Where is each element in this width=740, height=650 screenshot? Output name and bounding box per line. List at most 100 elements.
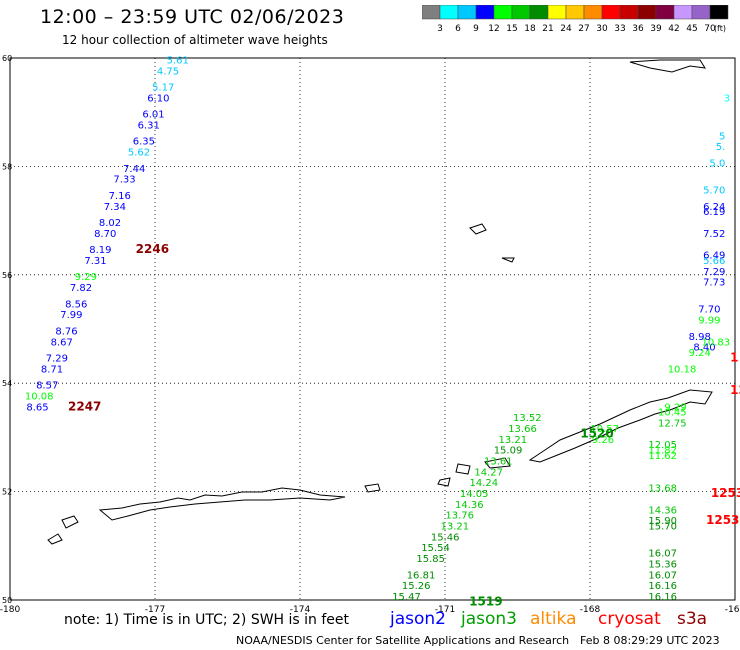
wave-height-value: 13.21 [441,522,470,533]
coastline [437,477,451,487]
lat-tick-label: 58 [2,162,12,171]
coastline [469,223,487,235]
map-frame [9,57,736,601]
wave-height-value: 10.18 [668,364,697,375]
lon-tick-label: -177 [145,605,165,615]
colorbar-label: 36 [632,24,644,34]
colorbar-label: 12 [488,24,499,34]
wave-height-value: 16.81 [407,570,436,581]
wave-height-value: 9.24 [689,348,711,359]
wave-height-value: 6.31 [138,120,160,131]
colorbar-unit: (ft) [714,24,726,33]
colorbar-label: 30 [596,24,608,34]
wave-height-value: 14.27 [474,467,503,478]
wave-height-value: 5 [719,131,725,142]
wave-height-value: 15.54 [421,543,450,554]
coastline [61,515,79,529]
wave-height-value: 6.19 [703,207,725,218]
credit-text: NOAA/NESDIS Center for Satellite Applica… [236,634,570,647]
wave-height-value: 7.31 [84,256,106,267]
pass-time-label: 2246 [136,242,169,256]
colorbar-label: 18 [524,24,536,34]
wave-height-value: 7.33 [113,175,135,186]
wave-height-value: 13.76 [445,511,474,522]
lon-tick-label: -174 [290,605,311,615]
wave-height-value: 5.62 [128,148,150,159]
wave-height-value: 15.26 [402,581,431,592]
coastline [528,389,713,463]
wave-height-value: 12.05 [648,440,677,451]
wave-height-value: 14.36 [648,505,677,516]
wave-height-value: 7.52 [703,229,725,240]
wave-height-value: 5.0 [709,158,725,169]
wave-height-value: 9.29 [664,402,686,413]
wave-height-value: 9.29 [75,272,97,283]
wave-height-value: 6.10 [147,93,169,104]
wave-height-value: 13.21 [499,435,528,446]
wave-height-value: 15.36 [648,559,677,570]
wave-height-value: 13.66 [508,424,537,435]
wave-height-value: 7.82 [70,283,92,294]
wave-height-value: 6.01 [142,110,164,121]
legend-s3a: s3a [677,609,708,629]
wave-height-value: 8.98 [689,332,711,343]
wave-height-value: 6.24 [703,202,725,213]
wave-height-value: 16.07 [648,549,677,560]
wave-height-value: 8.19 [89,245,111,256]
colorbar-label: 15 [506,24,517,34]
wave-height-value: 5.61 [167,55,189,66]
pass-time-label: 1253 [706,513,739,527]
wave-height-value: 15.47 [392,592,421,603]
colorbar-label: 42 [668,24,679,34]
wave-height-value: 7.70 [698,305,720,316]
wave-height-value: 15.90 [648,516,677,527]
wave-height-value: 14.24 [470,478,499,489]
coastline [455,463,471,475]
wave-height-value: 8.56 [65,299,87,310]
wave-height-value: 6.35 [133,137,155,148]
wave-height-value: 8.02 [99,218,121,229]
wave-height-value: 5.17 [152,83,174,94]
wave-height-value: 13.52 [513,413,542,424]
lat-tick-label: 52 [2,488,12,497]
wave-height-value: 15.09 [494,446,523,457]
pass-time-label: 1520 [580,426,613,440]
wave-height-value: 7.29 [46,354,68,365]
wave-height-value: 14.05 [460,489,489,500]
wave-height-colorbar: 3 6 9 12 15 18 21 24 27 30 33 36 39 42 45 70(ft) [422,5,729,34]
wave-height-value: 7.29 [703,267,725,278]
lon-tick-label: -165 [725,605,740,615]
map-subtitle: 12 hour collection of altimeter wave hei… [62,33,328,47]
wave-height-value: 15.85 [416,554,445,565]
wave-height-value: 13.68 [648,484,677,495]
coastline [484,457,511,469]
wave-height-value: 11.62 [648,451,677,462]
lon-tick-label: -180 [0,605,20,615]
colorbar-label: 45 [686,24,697,34]
wave-height-value: 5.66 [703,256,725,267]
wave-height-value: 9.99 [698,316,720,327]
wave-height-value: 10.57 [590,424,619,435]
wave-height-value: 13.61 [484,457,513,468]
wave-height-value: 9.26 [592,435,614,446]
colorbar-label: 70 [704,24,716,34]
colorbar-swatch [709,5,729,20]
colorbar-label: 9 [473,24,479,34]
wave-height-value: 10.45 [658,408,687,419]
pass-time-label: 1519 [469,594,502,608]
colorbar-label: 24 [560,24,572,34]
wave-height-value: 7.73 [703,278,725,289]
colorbar-label: 21 [542,24,553,34]
wave-height-value: 7.34 [104,202,126,213]
wave-height-value: 15.70 [648,522,677,533]
wave-height-value: 16.16 [648,592,677,603]
lat-tick-label: 50 [2,596,12,605]
wave-height-value: 8.71 [41,364,63,375]
lat-tick-label: 56 [2,271,12,280]
lon-tick-label: -171 [435,605,455,615]
wave-height-value: 16.16 [648,581,677,592]
wave-height-value: 7.16 [109,191,131,202]
wave-height-value: 4.75 [157,66,179,77]
coastline [501,257,515,263]
coastline [47,533,63,545]
